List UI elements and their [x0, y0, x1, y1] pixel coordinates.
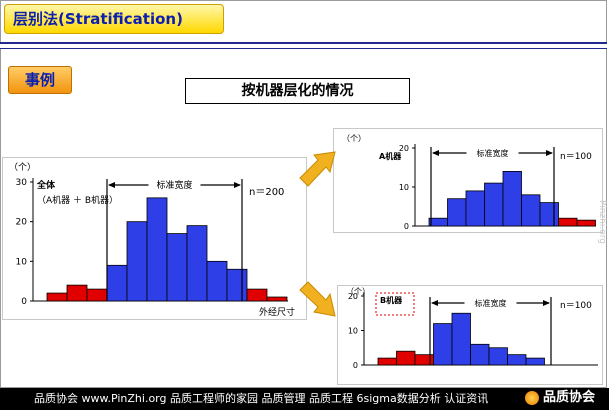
machine-a-bar — [558, 217, 578, 227]
machine-a-bar — [484, 182, 504, 227]
total-y-tick-label: 0 — [21, 297, 27, 307]
machine-a-bar — [502, 171, 522, 227]
machine-b-bar — [525, 357, 545, 366]
total-bar — [146, 197, 168, 302]
machine-b-spec-label: 标准宽度 — [475, 298, 507, 308]
machine-b-chart-panel: 0 10 20 标准宽度 （个） B机器 n＝100 — [337, 285, 603, 385]
total-arrowhead-right-icon — [234, 182, 241, 188]
machine-a-bar — [447, 198, 467, 227]
total-y-tick-label: 30 — [16, 178, 28, 188]
machine-b-spec-label-bg — [464, 297, 517, 308]
total-y-tick-label: 10 — [16, 257, 28, 267]
total-bar — [226, 268, 248, 302]
total-chart-panel: 0 10 20 30 标准宽度 （个） 全体 （A机器 ＋ B机器） n＝200 外经尺寸 — [2, 157, 307, 320]
machine-b-bar — [470, 343, 490, 366]
case-label: 事例 — [8, 66, 72, 94]
machine-a-group-title: A机器 — [379, 151, 402, 161]
machine-b-bar — [451, 312, 471, 366]
slide-title: 层别法(Stratification) — [4, 4, 224, 34]
total-unit-label: （个） — [9, 162, 36, 173]
machine-a-chart: 0 10 20 标准宽度 （个） A机器 n＝100 — [342, 134, 596, 231]
machine-a-bar — [428, 217, 448, 227]
header-rule-inner — [0, 44, 607, 49]
sun-icon — [524, 390, 539, 405]
machine-a-arrowhead-right-icon — [546, 150, 553, 156]
total-x-axis-label: 外经尺寸 — [259, 306, 295, 318]
machine-a-unit-label: （个） — [342, 134, 366, 143]
machine-a-chart-panel: 0 10 20 标准宽度 （个） A机器 n＝100 — [333, 128, 603, 233]
machine-a-y-tick-label: 20 — [399, 144, 409, 153]
machine-b-bar — [377, 357, 397, 366]
footer-bar: 品质协会 www.PinZhi.org 品质工程师的家园 品质管理 品质工程 6… — [0, 388, 609, 410]
machine-a-bar — [576, 219, 596, 227]
machine-a-n-label: n＝100 — [560, 152, 592, 162]
machine-b-n-label: n＝100 — [560, 301, 592, 311]
machine-b-group-title: B机器 — [380, 295, 403, 305]
total-bar — [106, 264, 128, 302]
machine-b-arrowhead-left-icon — [431, 300, 438, 306]
machine-a-arrowhead-left-icon — [432, 150, 439, 156]
machine-a-bar — [539, 202, 559, 227]
machine-b-y-tick-label: 0 — [353, 361, 358, 370]
total-bar — [86, 288, 108, 302]
total-arrowhead-left-icon — [108, 182, 115, 188]
total-y-tick-label: 20 — [16, 218, 28, 228]
total-bar — [126, 221, 148, 302]
footer-text: 品质协会 www.PinZhi.org 品质工程师的家园 品质管理 品质工程 6… — [34, 392, 489, 405]
machine-b-bar — [396, 350, 416, 366]
machine-b-y-tick-label: 10 — [348, 327, 358, 336]
total-bar — [246, 288, 268, 302]
total-bar — [166, 233, 188, 302]
machine-a-spec-label-bg — [466, 147, 519, 158]
machine-b-chart: 0 10 20 标准宽度 （个） B机器 n＝100 — [346, 287, 598, 370]
total-group-label: （A机器 ＋ B机器） — [37, 194, 118, 206]
machine-b-unit-label: （个） — [346, 287, 370, 296]
machine-a-bar — [521, 194, 541, 227]
machine-b-highlight-box — [375, 292, 415, 316]
total-bar — [46, 292, 68, 302]
header-rule — [0, 42, 607, 44]
footer-logo: 品质协会 — [524, 386, 595, 410]
total-chart: 0 10 20 30 标准宽度 （个）全体 （A机器 ＋ B机器） n＝200 外经尺寸 — [9, 162, 295, 318]
total-bar — [66, 284, 88, 302]
total-bar — [206, 260, 228, 302]
machine-b-bar — [488, 347, 508, 366]
logo-text: 品质协会 — [542, 390, 595, 405]
machine-a-spec-label: 标准宽度 — [477, 148, 509, 158]
side-watermark: Pinzhi.org — [597, 200, 607, 244]
total-group-title: 全体 — [36, 179, 56, 191]
total-bar — [186, 225, 208, 302]
machine-b-bar — [507, 354, 527, 366]
machine-a-y-tick-label: 10 — [399, 183, 409, 192]
machine-b-bar — [414, 354, 434, 366]
total-spec-label: 标准宽度 — [156, 179, 192, 191]
total-n-label: n＝200 — [249, 187, 284, 198]
total-bar — [266, 296, 288, 302]
machine-a-y-tick-label: 0 — [404, 222, 409, 231]
machine-b-bar — [433, 323, 453, 366]
machine-b-arrowhead-right-icon — [543, 300, 550, 306]
subtitle: 按机器层化的情况 — [185, 78, 410, 104]
machine-a-bar — [465, 190, 485, 227]
machine-b-y-tick-label: 20 — [348, 292, 358, 301]
total-spec-label-bg — [148, 179, 201, 190]
